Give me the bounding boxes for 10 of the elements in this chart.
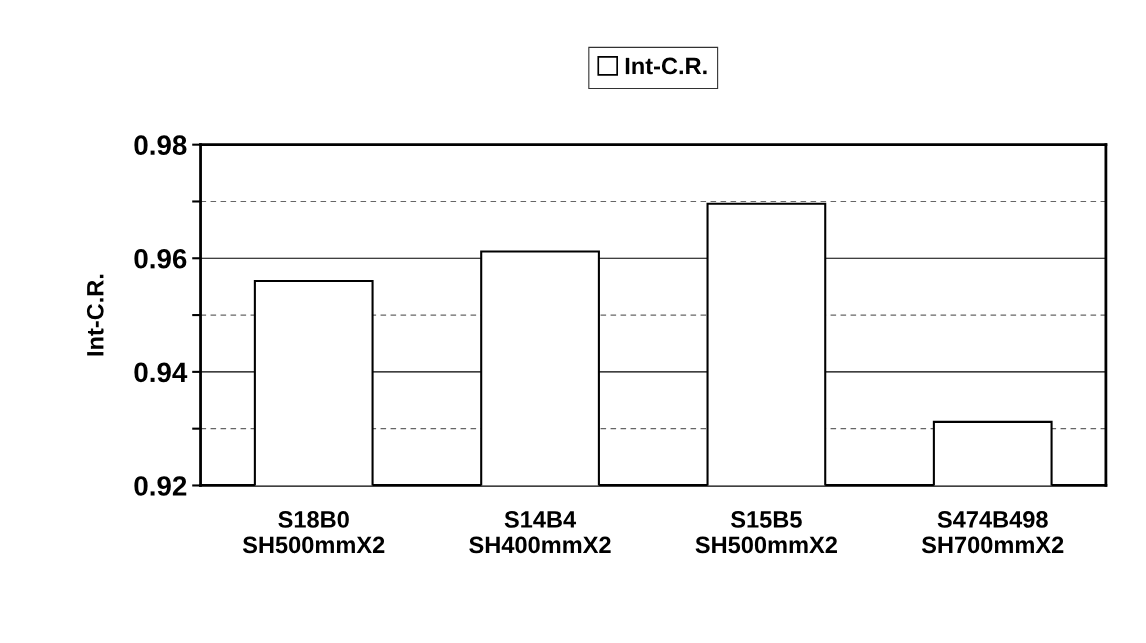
x-tick-label: S14B4 SH400mmX2 <box>469 511 611 554</box>
x-tick-label: S18B0 SH500mmX2 <box>242 511 385 554</box>
x-tick-label: S15B5 SH500mmX2 <box>695 511 837 554</box>
y-axis-title: Int-C.R. <box>86 274 104 356</box>
x-tick-label: S474B498 SH700mmX2 <box>921 511 1064 554</box>
legend-label: Int-C.R. <box>625 57 707 75</box>
y-tick-label: 0.94 <box>134 362 188 383</box>
y-tick-label: 0.92 <box>134 476 187 496</box>
y-tick-label: 0.98 <box>134 135 187 156</box>
y-tick-label: 0.96 <box>134 248 187 269</box>
